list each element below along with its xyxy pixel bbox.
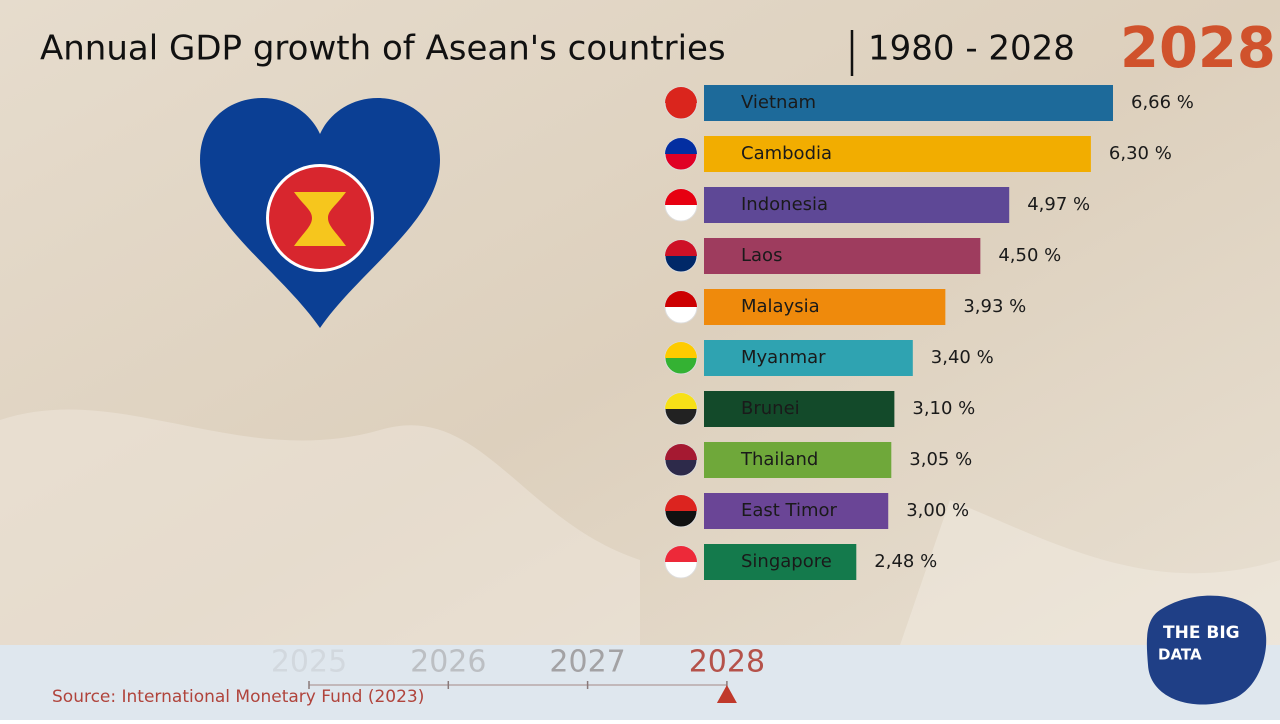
category-label: Indonesia xyxy=(741,194,828,215)
timeline-year: 2026 xyxy=(410,645,486,680)
flag xyxy=(665,138,697,154)
value-label: 4,97 % xyxy=(1027,194,1090,215)
chart-title: Annual GDP growth of Asean's countries xyxy=(40,29,726,69)
value-label: 6,30 % xyxy=(1109,143,1172,164)
value-label: 4,50 % xyxy=(998,245,1061,266)
bar xyxy=(704,544,857,580)
category-label: Brunei xyxy=(741,398,800,419)
source: Source: International Monetary Fund (202… xyxy=(52,687,424,707)
category-label: Vietnam xyxy=(741,92,816,113)
flag xyxy=(665,291,697,307)
bar xyxy=(704,136,1091,172)
bar xyxy=(704,442,892,478)
timeline-year: 2025 xyxy=(271,645,347,680)
bar xyxy=(704,493,889,529)
flag xyxy=(665,240,697,256)
bar xyxy=(704,187,1010,223)
flag xyxy=(665,546,697,562)
timeline-year: 2028 xyxy=(689,645,765,680)
logo-text: THE BIG xyxy=(1163,623,1240,643)
bar xyxy=(704,85,1113,121)
category-label: Cambodia xyxy=(741,143,832,164)
category-label: Laos xyxy=(741,245,782,266)
flag xyxy=(665,189,697,205)
bar xyxy=(704,289,946,325)
value-label: 2,48 % xyxy=(874,551,937,572)
logo-text: DATA xyxy=(1158,646,1202,664)
flag xyxy=(665,495,697,511)
category-label: Singapore xyxy=(741,551,832,572)
category-label: Thailand xyxy=(740,449,818,470)
value-label: 3,05 % xyxy=(909,449,972,470)
background-texture xyxy=(0,409,640,645)
bar xyxy=(704,340,913,376)
value-label: 6,66 % xyxy=(1131,92,1194,113)
value-label: 3,00 % xyxy=(906,500,969,521)
value-label: 3,93 % xyxy=(963,296,1026,317)
flag xyxy=(665,87,697,103)
bar xyxy=(704,238,981,274)
category-label: Myanmar xyxy=(741,347,826,368)
value-label: 3,10 % xyxy=(912,398,975,419)
bar xyxy=(704,391,895,427)
category-label: East Timor xyxy=(741,500,838,521)
chart-subtitle: 1980 - 2028 xyxy=(868,29,1075,69)
timeline-year: 2027 xyxy=(549,645,625,680)
flag xyxy=(665,342,697,358)
flag xyxy=(665,444,697,460)
category-label: Malaysia xyxy=(741,296,820,317)
asean-heart xyxy=(200,98,440,328)
value-label: 3,40 % xyxy=(931,347,994,368)
current-year: 2028 xyxy=(1120,16,1276,81)
timeline-strip xyxy=(0,645,1280,720)
timeline-marker xyxy=(716,685,737,703)
logo: THE BIG DATA xyxy=(1146,595,1267,705)
flag xyxy=(665,393,697,409)
